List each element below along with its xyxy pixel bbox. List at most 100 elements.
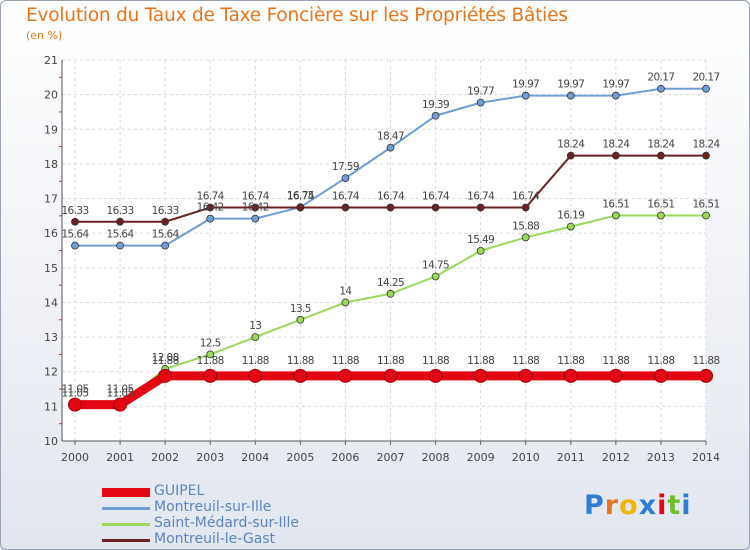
legend-swatch [102, 507, 150, 510]
data-label: 14.75 [422, 259, 449, 271]
data-point [657, 211, 665, 220]
data-label: 11.88 [512, 355, 539, 367]
logo-letter: x [638, 490, 658, 521]
data-point [566, 222, 575, 231]
data-label: 15.64 [107, 229, 135, 241]
proxiti-logo: Proxiti [584, 490, 692, 521]
data-point [566, 151, 575, 160]
data-point [386, 143, 395, 152]
data-label: 16.75 [287, 190, 314, 202]
data-label: 14 [339, 285, 352, 297]
data-label: 11.88 [467, 355, 494, 367]
x-tick-label: 2014 [692, 451, 720, 464]
data-label: 11.88 [557, 355, 584, 367]
legend-swatch [102, 488, 150, 497]
data-label: 18.24 [602, 139, 630, 151]
data-point [521, 91, 530, 100]
series-montreuil-le-gast [71, 151, 710, 226]
x-tick-label: 2010 [512, 451, 540, 464]
data-point [611, 151, 620, 160]
data-label: 16.51 [692, 199, 719, 211]
data-point [341, 174, 350, 183]
data-point [699, 368, 713, 383]
x-tick-label: 2002 [151, 451, 179, 464]
y-tick-label: 18 [44, 158, 58, 171]
data-point [611, 91, 620, 100]
legend-item-montreuil-le-gast[interactable]: Montreuil-le-Gast [102, 531, 362, 548]
x-tick-label: 2007 [377, 451, 405, 464]
data-label: 20.17 [692, 72, 719, 84]
data-point [476, 98, 485, 107]
data-label: 11.88 [602, 355, 629, 367]
x-tick-label: 2001 [106, 451, 134, 464]
data-label: 11.88 [422, 355, 449, 367]
y-tick-label: 14 [44, 296, 58, 309]
data-label: 11.05 [107, 388, 134, 400]
data-label: 16.74 [512, 191, 540, 203]
legend-swatch [102, 539, 150, 542]
data-label: 16.33 [107, 205, 134, 217]
data-point [702, 211, 710, 220]
data-point [657, 84, 665, 93]
data-label: 18.47 [377, 131, 404, 143]
series-guipel [68, 368, 713, 412]
x-tick-label: 2004 [241, 451, 269, 464]
data-point [611, 211, 620, 220]
data-label: 16.51 [602, 199, 629, 211]
x-tick-label: 2005 [286, 451, 314, 464]
y-tick-label: 11 [44, 400, 58, 413]
data-point [296, 315, 305, 324]
data-label: 13 [249, 320, 261, 332]
data-label: 19.97 [512, 79, 539, 91]
y-tick-label: 17 [44, 193, 58, 206]
data-label: 13.5 [290, 303, 311, 315]
data-label: 18.24 [647, 139, 675, 151]
data-label: 12.08 [152, 352, 179, 364]
data-label: 16.51 [647, 199, 674, 211]
data-point [518, 368, 533, 383]
y-tick-label: 16 [44, 227, 58, 240]
x-tick-label: 2006 [331, 451, 359, 464]
legend-item-montreuil-sur-ille[interactable]: Montreuil-sur-Ille [102, 499, 362, 516]
data-point [116, 217, 124, 226]
data-label: 16.33 [61, 205, 88, 217]
data-label: 11.88 [242, 355, 269, 367]
data-point [248, 368, 263, 383]
data-point [657, 151, 665, 160]
data-label: 19.77 [467, 86, 494, 98]
logo-letter: P [584, 490, 605, 521]
x-tick-label: 2000 [61, 451, 89, 464]
data-label: 11.05 [61, 384, 88, 396]
data-label: 11.88 [692, 355, 719, 367]
data-point [296, 203, 305, 212]
series-montreuil-sur-ille [71, 84, 710, 250]
data-label: 12.5 [200, 337, 221, 349]
legend-item-saint-medard-sur-ille[interactable]: Saint-Médard-sur-Ille [102, 515, 362, 532]
x-tick-label: 2008 [422, 451, 450, 464]
data-point [251, 203, 260, 212]
data-point [702, 84, 710, 93]
data-point [206, 350, 215, 359]
legend: GUIPEL Montreuil-sur-Ille Saint-Médard-s… [102, 483, 362, 548]
data-point [161, 241, 170, 250]
data-label: 16.42 [197, 202, 224, 214]
y-tick-label: 21 [44, 54, 58, 67]
y-tick-label: 20 [44, 89, 58, 102]
x-tick-label: 2013 [647, 451, 675, 464]
data-point [563, 368, 578, 383]
data-label: 11.88 [197, 355, 224, 367]
data-label: 16.74 [332, 191, 360, 203]
data-point [428, 368, 443, 383]
data-point [293, 368, 308, 383]
data-point [431, 272, 440, 281]
x-tick-label: 2012 [602, 451, 630, 464]
legend-label: Saint-Médard-sur-Ille [154, 515, 299, 531]
data-point [431, 111, 440, 120]
logo-letter: i [657, 490, 668, 521]
legend-item-guipel[interactable]: GUIPEL [102, 483, 362, 500]
data-label: 11.88 [332, 355, 359, 367]
data-point [161, 217, 170, 226]
data-point [71, 217, 79, 226]
data-label: 16.74 [467, 191, 495, 203]
